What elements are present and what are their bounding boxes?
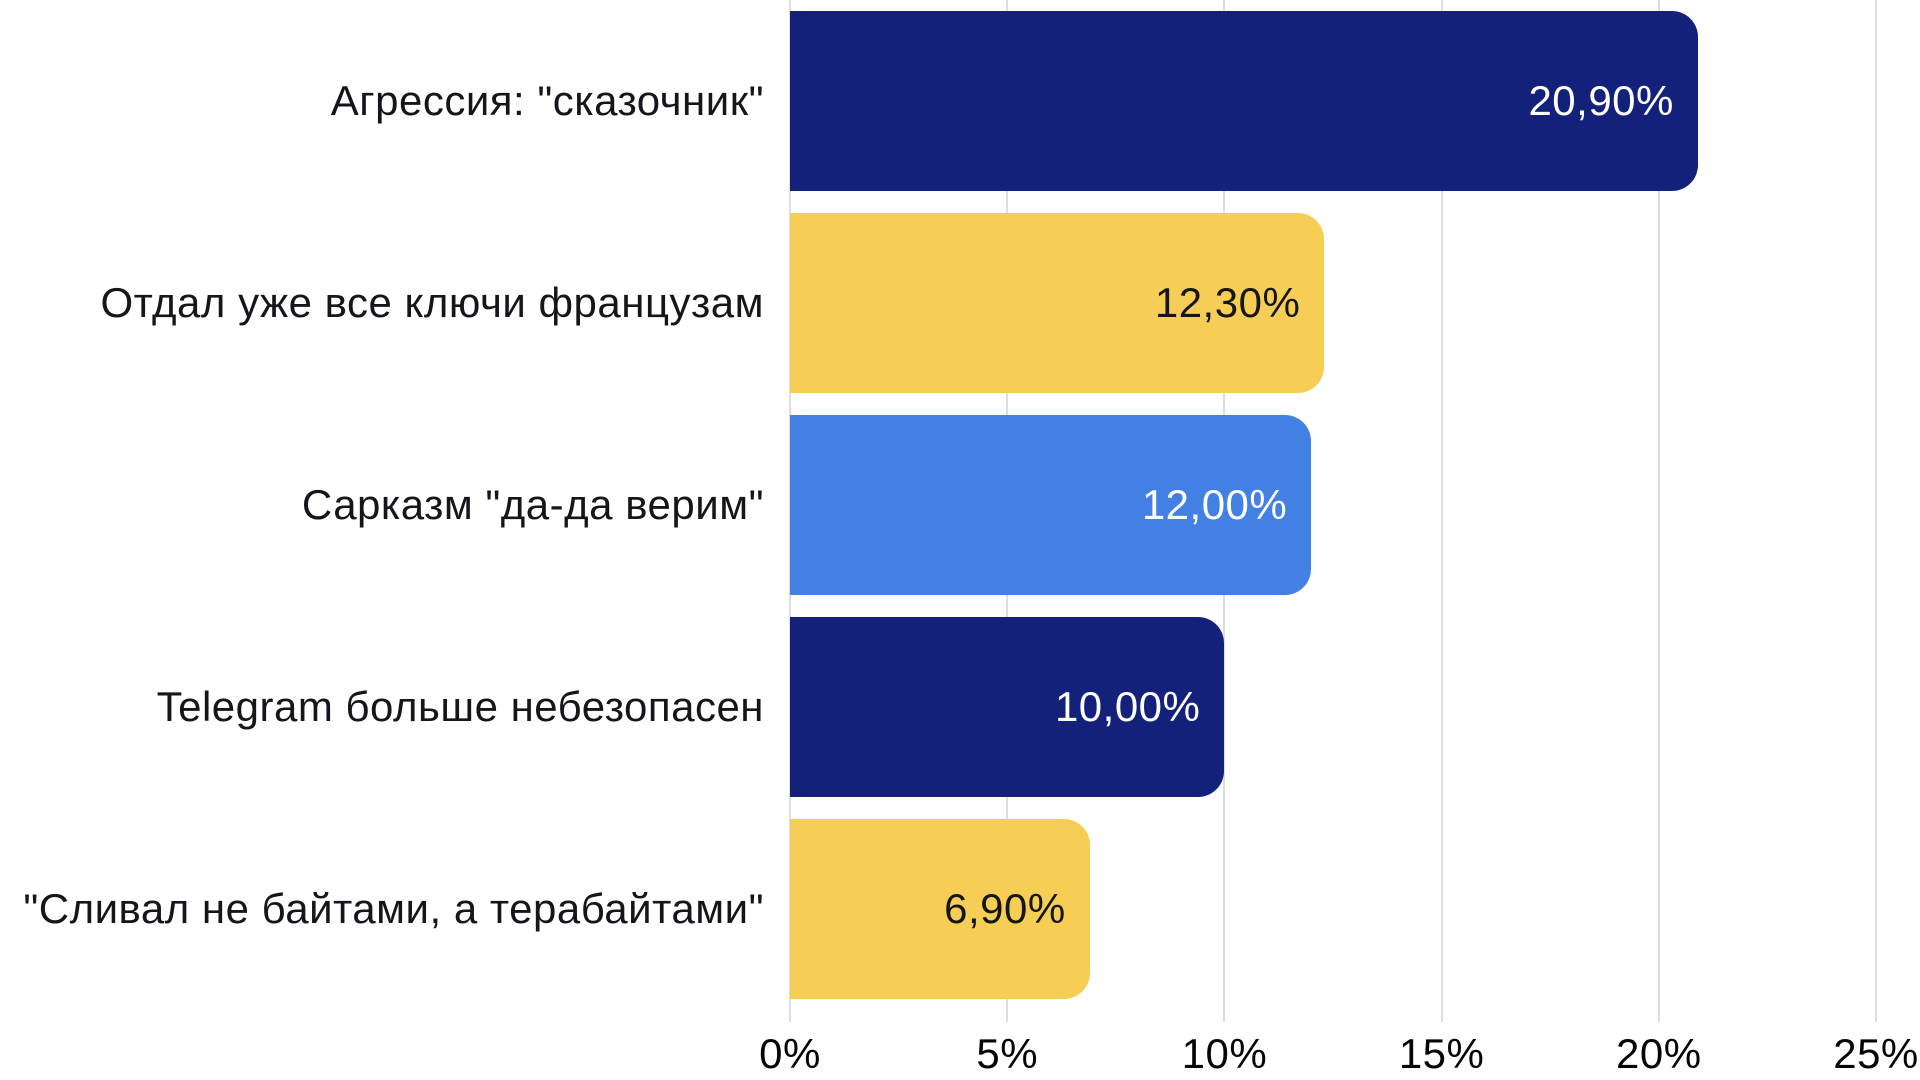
bar: 12,00% xyxy=(790,415,1312,595)
chart-row: Telegram больше небезопасен 10,00% xyxy=(0,606,1920,808)
x-tick-label: 5% xyxy=(976,1030,1039,1077)
bar: 6,90% xyxy=(790,819,1090,999)
bar-value-label: 6,90% xyxy=(944,885,1066,932)
bar-value-label: 20,90% xyxy=(1528,77,1674,124)
gridline-15% xyxy=(1440,0,1443,1022)
chart-row: Отдал уже все ключи французам 12,30% xyxy=(0,202,1920,404)
bar-value-label: 12,30% xyxy=(1154,279,1301,326)
bar-value-label: 10,00% xyxy=(1054,683,1201,730)
x-tick-label: 0% xyxy=(759,1030,821,1077)
category-label: Отдал уже все ключи французам xyxy=(100,279,764,326)
bar-rows: Агрессия: "сказочник" 20,90% Отдал уже все… xyxy=(0,0,1920,1010)
x-tick-label: 10% xyxy=(1181,1030,1268,1077)
chart-row: Сарказм "да-да верим" 12,00% xyxy=(0,404,1920,606)
bar-track: 12,30% xyxy=(790,213,1876,393)
x-tick-label: 20% xyxy=(1616,1030,1702,1077)
x-tick-label: 25% xyxy=(1833,1030,1919,1077)
x-tick-label: 15% xyxy=(1398,1030,1485,1077)
bar: 20,90% xyxy=(790,11,1698,191)
x-axis: 0% 5% 10% 15% 20% 25% xyxy=(759,1030,1918,1080)
category-label: Агрессия: "сказочник" xyxy=(330,77,764,124)
bar-track: 12,00% xyxy=(790,415,1876,595)
gridline-25% xyxy=(1875,0,1877,1022)
bar-track: 10,00% xyxy=(790,617,1876,797)
chart-row: "Сливал не байтами, а терабайтами" 6,90% xyxy=(0,808,1920,1010)
category-label: Сарказм "да-да верим" xyxy=(301,481,764,528)
bar-track: 6,90% xyxy=(790,819,1876,999)
bar-track: 20,90% xyxy=(790,11,1876,191)
bar: 10,00% xyxy=(790,617,1225,797)
chart-row: Агрессия: "сказочник" 20,90% xyxy=(0,0,1920,202)
category-label: Telegram больше небезопасен xyxy=(156,683,764,730)
bar: 12,30% xyxy=(790,213,1325,393)
gridline-20% xyxy=(1657,0,1660,1022)
bar-value-label: 12,00% xyxy=(1141,481,1288,528)
category-label: "Сливал не байтами, а терабайтами" xyxy=(23,885,764,932)
